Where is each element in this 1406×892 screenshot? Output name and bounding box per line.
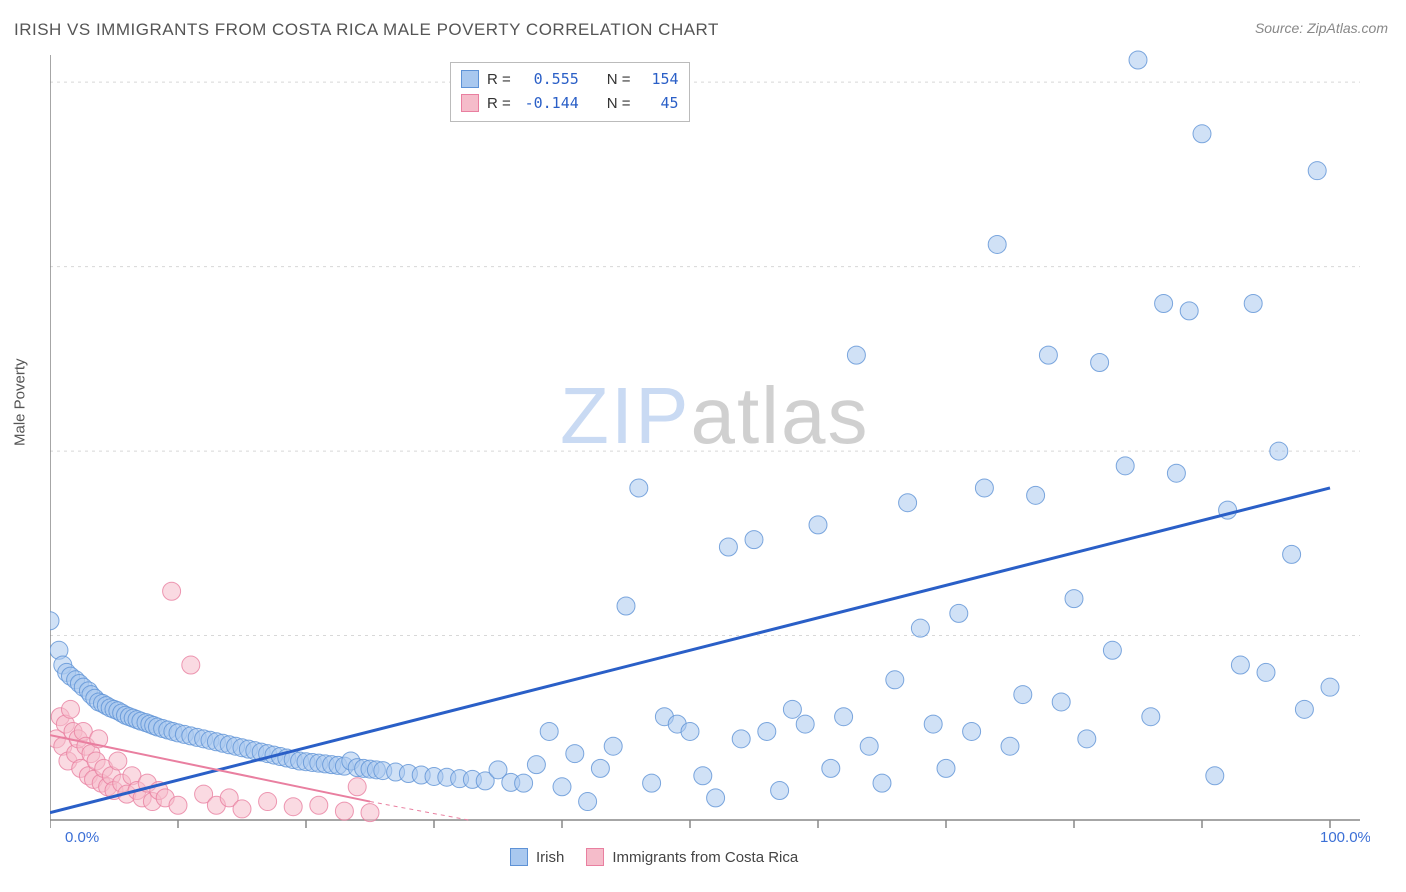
svg-text:0.0%: 0.0%: [65, 829, 99, 846]
chart-title: IRISH VS IMMIGRANTS FROM COSTA RICA MALE…: [14, 20, 719, 40]
r-label: R =: [487, 71, 511, 88]
y-axis-label: Male Poverty: [12, 358, 29, 446]
n-label: N =: [607, 71, 631, 88]
scatter-chart: 25.0%50.0%75.0%100.0%0.0%100.0%: [50, 50, 1370, 850]
stats-row: R = 0.555 N = 154: [461, 67, 679, 91]
svg-text:100.0%: 100.0%: [1320, 829, 1370, 846]
legend-swatch-icon: [510, 848, 528, 866]
r-label: R =: [487, 95, 511, 112]
stats-legend-box: R = 0.555 N = 154 R = -0.144 N = 45: [450, 62, 690, 122]
n-value: 45: [639, 94, 679, 112]
legend-label: Irish: [536, 849, 564, 866]
legend-swatch-icon: [586, 848, 604, 866]
swatch-icon: [461, 94, 479, 112]
legend-label: Immigrants from Costa Rica: [612, 849, 798, 866]
source-attribution: Source: ZipAtlas.com: [1255, 20, 1388, 36]
swatch-icon: [461, 70, 479, 88]
n-value: 154: [639, 70, 679, 88]
series-legend: Irish Immigrants from Costa Rica: [510, 848, 812, 866]
r-value: 0.555: [519, 70, 579, 88]
chart-container: IRISH VS IMMIGRANTS FROM COSTA RICA MALE…: [0, 0, 1406, 892]
n-label: N =: [607, 95, 631, 112]
stats-row: R = -0.144 N = 45: [461, 91, 679, 115]
r-value: -0.144: [519, 94, 579, 112]
